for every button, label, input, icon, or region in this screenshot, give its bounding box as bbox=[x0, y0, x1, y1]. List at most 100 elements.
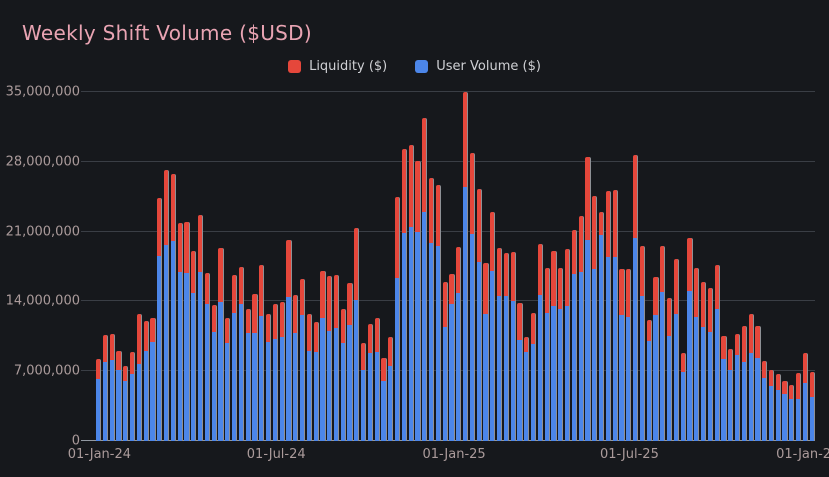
bar-segment-liquidity[interactable] bbox=[259, 264, 265, 317]
bar-week-7[interactable] bbox=[136, 92, 142, 441]
bar-week-15[interactable] bbox=[191, 92, 197, 441]
bar-week-99[interactable] bbox=[762, 92, 768, 441]
bar-segment-liquidity[interactable] bbox=[476, 188, 482, 262]
bar-segment-user-volume[interactable] bbox=[123, 381, 129, 441]
bar-segment-user-volume[interactable] bbox=[286, 297, 292, 441]
bar-segment-liquidity[interactable] bbox=[714, 264, 720, 310]
bar-week-71[interactable] bbox=[571, 92, 577, 441]
bar-segment-user-volume[interactable] bbox=[367, 353, 374, 441]
bar-segment-liquidity[interactable] bbox=[218, 247, 224, 303]
bar-week-13[interactable] bbox=[177, 92, 183, 441]
bar-week-68[interactable] bbox=[551, 92, 557, 441]
bar-segment-user-volume[interactable] bbox=[150, 342, 156, 441]
bar-segment-liquidity[interactable] bbox=[694, 267, 700, 318]
bar-segment-liquidity[interactable] bbox=[231, 275, 238, 314]
bar-week-78[interactable] bbox=[619, 92, 625, 441]
bar-segment-liquidity[interactable] bbox=[809, 372, 815, 398]
bar-week-14[interactable] bbox=[184, 92, 190, 441]
bar-segment-liquidity[interactable] bbox=[503, 252, 510, 297]
bar-segment-user-volume[interactable] bbox=[619, 315, 625, 441]
bar-segment-user-volume[interactable] bbox=[170, 240, 176, 441]
bar-week-44[interactable] bbox=[388, 92, 394, 441]
bar-segment-liquidity[interactable] bbox=[361, 343, 367, 371]
bar-segment-liquidity[interactable] bbox=[802, 353, 809, 384]
bar-segment-user-volume[interactable] bbox=[734, 355, 741, 441]
bar-week-81[interactable] bbox=[639, 92, 645, 441]
bar-week-64[interactable] bbox=[524, 92, 530, 441]
bar-segment-user-volume[interactable] bbox=[129, 374, 136, 441]
bar-week-23[interactable] bbox=[245, 92, 251, 441]
bar-segment-user-volume[interactable] bbox=[272, 339, 278, 441]
bar-segment-user-volume[interactable] bbox=[442, 327, 448, 441]
bar-segment-liquidity[interactable] bbox=[225, 318, 231, 344]
bar-segment-user-volume[interactable] bbox=[435, 245, 442, 441]
bar-segment-liquidity[interactable] bbox=[456, 246, 462, 294]
bar-segment-user-volume[interactable] bbox=[102, 362, 108, 441]
bar-segment-liquidity[interactable] bbox=[123, 366, 129, 382]
bar-segment-user-volume[interactable] bbox=[796, 399, 802, 441]
bar-week-49[interactable] bbox=[422, 92, 428, 441]
bar-segment-user-volume[interactable] bbox=[197, 271, 204, 441]
bar-week-75[interactable] bbox=[598, 92, 605, 441]
bar-week-101[interactable] bbox=[775, 92, 781, 441]
bar-segment-liquidity[interactable] bbox=[293, 295, 299, 334]
bar-week-37[interactable] bbox=[340, 92, 346, 441]
bar-week-16[interactable] bbox=[197, 92, 204, 441]
bar-segment-user-volume[interactable] bbox=[700, 327, 707, 441]
bar-segment-user-volume[interactable] bbox=[456, 293, 462, 441]
bar-week-46[interactable] bbox=[401, 92, 408, 441]
bar-week-20[interactable] bbox=[225, 92, 231, 441]
bar-segment-user-volume[interactable] bbox=[789, 399, 795, 441]
bar-week-72[interactable] bbox=[578, 92, 584, 441]
bar-week-18[interactable] bbox=[211, 92, 217, 441]
bar-segment-user-volume[interactable] bbox=[762, 378, 768, 441]
bar-week-10[interactable] bbox=[157, 92, 163, 441]
bar-segment-user-volume[interactable] bbox=[211, 332, 217, 441]
bar-week-28[interactable] bbox=[279, 92, 285, 441]
bar-segment-user-volume[interactable] bbox=[598, 234, 605, 441]
bar-segment-liquidity[interactable] bbox=[755, 326, 761, 359]
bar-segment-liquidity[interactable] bbox=[442, 282, 448, 328]
bar-week-89[interactable] bbox=[694, 92, 700, 441]
bar-week-38[interactable] bbox=[347, 92, 353, 441]
bar-segment-liquidity[interactable] bbox=[666, 298, 673, 337]
bar-segment-liquidity[interactable] bbox=[551, 250, 557, 307]
bar-segment-user-volume[interactable] bbox=[585, 239, 591, 441]
bar-segment-liquidity[interactable] bbox=[796, 373, 802, 400]
bar-segment-liquidity[interactable] bbox=[510, 251, 516, 302]
bar-segment-liquidity[interactable] bbox=[544, 267, 550, 314]
bar-segment-liquidity[interactable] bbox=[687, 237, 693, 292]
bar-week-25[interactable] bbox=[259, 92, 265, 441]
bar-week-97[interactable] bbox=[748, 92, 754, 441]
bar-segment-user-volume[interactable] bbox=[694, 317, 700, 441]
bar-week-74[interactable] bbox=[592, 92, 598, 441]
bar-segment-liquidity[interactable] bbox=[211, 305, 217, 333]
bar-week-77[interactable] bbox=[612, 92, 618, 441]
bar-week-34[interactable] bbox=[320, 92, 326, 441]
bar-week-102[interactable] bbox=[782, 92, 788, 441]
bar-segment-user-volume[interactable] bbox=[388, 366, 394, 441]
bar-segment-liquidity[interactable] bbox=[619, 268, 625, 316]
bar-week-94[interactable] bbox=[728, 92, 734, 441]
bar-week-96[interactable] bbox=[741, 92, 747, 441]
bar-week-6[interactable] bbox=[129, 92, 136, 441]
bar-segment-user-volume[interactable] bbox=[592, 268, 598, 441]
bar-week-41[interactable] bbox=[367, 92, 374, 441]
bar-week-52[interactable] bbox=[442, 92, 448, 441]
bar-segment-user-volume[interactable] bbox=[333, 328, 340, 441]
bar-week-73[interactable] bbox=[585, 92, 591, 441]
bar-segment-liquidity[interactable] bbox=[483, 262, 489, 315]
bar-segment-user-volume[interactable] bbox=[476, 261, 482, 441]
bar-segment-liquidity[interactable] bbox=[184, 221, 190, 274]
bar-segment-liquidity[interactable] bbox=[707, 288, 713, 333]
bar-segment-user-volume[interactable] bbox=[463, 186, 469, 441]
bar-segment-user-volume[interactable] bbox=[327, 331, 333, 441]
bar-week-93[interactable] bbox=[721, 92, 727, 441]
bar-segment-liquidity[interactable] bbox=[327, 275, 333, 332]
bar-segment-user-volume[interactable] bbox=[775, 390, 781, 441]
bar-week-70[interactable] bbox=[564, 92, 571, 441]
bar-segment-user-volume[interactable] bbox=[415, 231, 421, 441]
bar-segment-user-volume[interactable] bbox=[524, 352, 530, 441]
bar-segment-liquidity[interactable] bbox=[388, 337, 394, 367]
bar-segment-liquidity[interactable] bbox=[612, 189, 618, 257]
